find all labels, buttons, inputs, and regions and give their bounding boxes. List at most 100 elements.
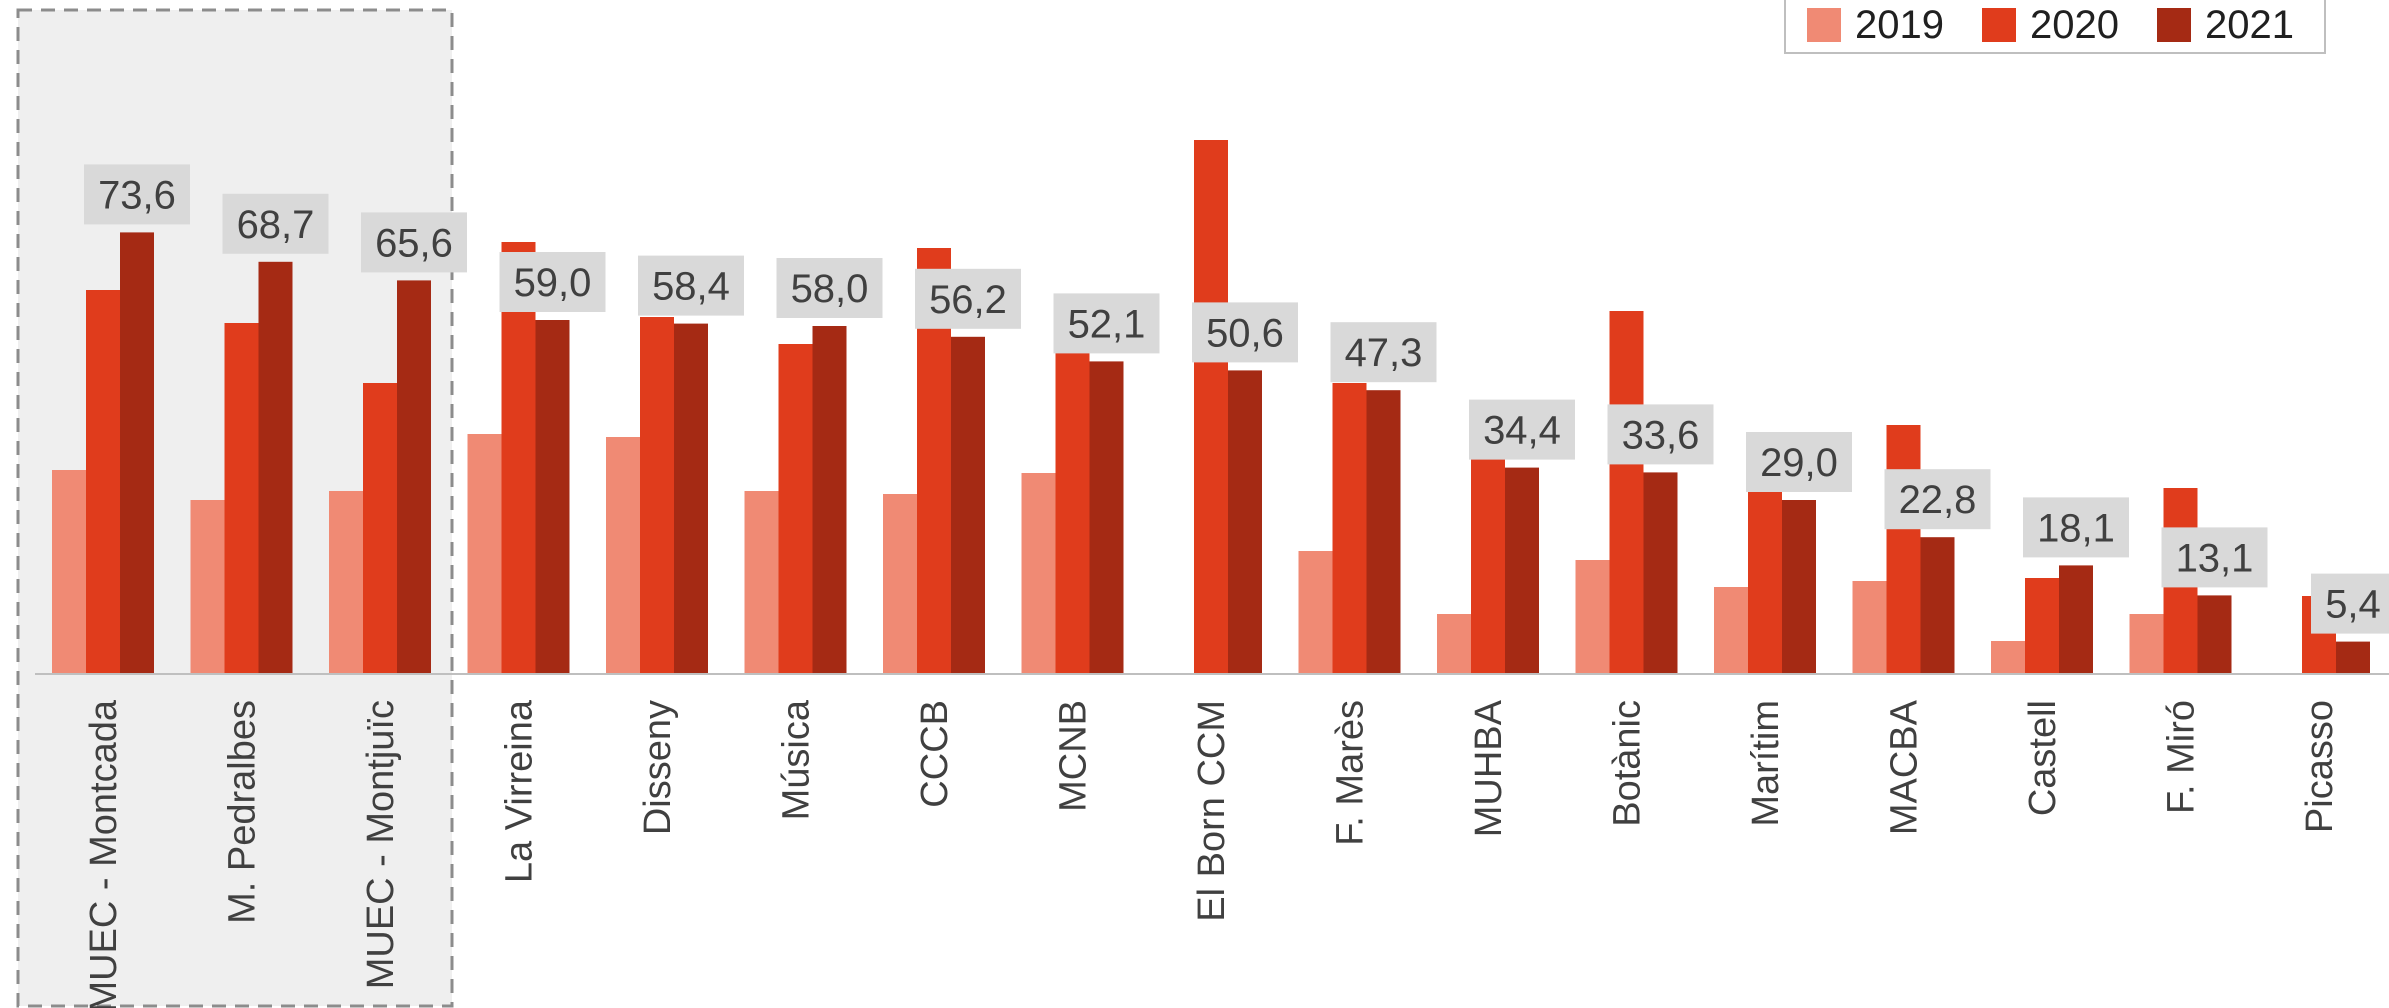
bar-2020-1 [86, 290, 120, 674]
bar-2021-13 [1782, 500, 1816, 674]
legend-swatch-2020 [1982, 8, 2016, 42]
bar-2021-6 [812, 326, 847, 674]
category-label-10: F. Marès [1330, 700, 1372, 846]
bar-2021-14 [1920, 537, 1955, 674]
data-label-2: 68,7 [237, 203, 315, 247]
bar-2019-15 [1991, 641, 2025, 674]
data-label-bg-9 [1192, 302, 1298, 363]
data-label-bg-12 [1607, 404, 1714, 465]
bar-2019-12 [1575, 560, 1610, 674]
data-label-bg-3 [361, 212, 467, 273]
bar-2019-3 [329, 491, 363, 674]
bar-2019-4 [467, 434, 502, 674]
data-label-10: 47,3 [1345, 331, 1423, 375]
bar-2020-14 [1886, 425, 1921, 674]
legend-label-2020: 2020 [2030, 3, 2119, 47]
bar-2020-11 [1471, 452, 1505, 674]
data-label-bg-6 [776, 258, 883, 318]
bar-2021-17 [2336, 641, 2370, 674]
data-label-bg-16 [2161, 527, 2268, 588]
legend-label-2019: 2019 [1855, 3, 1944, 47]
bar-2019-16 [2129, 614, 2164, 674]
data-label-17: 5,4 [2325, 583, 2381, 627]
bar-2019-13 [1714, 587, 1748, 674]
category-label-3: MUEC - Montjuïc [360, 700, 402, 989]
category-label-16: F. Miró [2161, 700, 2203, 814]
bar-2019-2 [190, 500, 225, 674]
bar-2021-3 [397, 280, 431, 674]
bar-2021-10 [1366, 390, 1401, 674]
bar-2019-6 [744, 491, 779, 674]
data-label-6: 58,0 [791, 267, 869, 311]
legend-box [1784, 0, 2326, 54]
category-label-7: CCCB [914, 700, 956, 808]
bar-2020-4 [501, 242, 536, 674]
bar-2019-5 [606, 437, 640, 674]
data-label-bg-11 [1469, 399, 1575, 460]
category-label-2: M. Pedralbes [222, 700, 264, 924]
bar-2019-8 [1021, 473, 1056, 674]
data-label-9: 50,6 [1206, 311, 1284, 355]
data-label-14: 22,8 [1899, 478, 1977, 522]
category-label-11: MUHBA [1468, 699, 1510, 837]
data-label-bg-17 [2311, 573, 2389, 634]
bar-2019-1 [52, 470, 86, 674]
data-label-4: 59,0 [514, 261, 592, 305]
bar-2020-9 [1194, 140, 1228, 674]
data-label-7: 56,2 [929, 278, 1007, 322]
bars-layer [52, 140, 2370, 674]
bar-2021-11 [1505, 467, 1539, 674]
bar-2020-12 [1609, 311, 1644, 674]
bar-2021-8 [1089, 361, 1124, 674]
legend-label-2021: 2021 [2205, 3, 2294, 47]
category-label-8: MCNB [1053, 700, 1095, 812]
bar-2019-11 [1437, 614, 1471, 674]
bar-2020-10 [1332, 383, 1367, 674]
category-label-17: Picasso [2299, 700, 2341, 833]
category-label-5: Disseny [637, 700, 679, 835]
category-label-13: Marítim [1745, 700, 1787, 827]
data-label-8: 52,1 [1068, 302, 1146, 346]
data-label-5: 58,4 [652, 265, 730, 309]
bar-2019-10 [1298, 551, 1333, 674]
bar-2021-4 [535, 320, 570, 674]
category-label-1: MUEC - Montcada [83, 699, 125, 1008]
bar-2021-5 [674, 323, 708, 674]
bar-2021-12 [1643, 472, 1678, 674]
legend: 2019 2020 2021 [1784, 0, 2326, 54]
data-label-16: 13,1 [2176, 536, 2254, 580]
data-label-bg-7 [915, 268, 1021, 329]
category-label-12: Botànic [1607, 700, 1649, 827]
data-label-bg-1 [84, 164, 190, 225]
bar-2020-6 [778, 344, 813, 674]
data-label-bg-2 [222, 193, 329, 254]
bar-2021-16 [2197, 595, 2232, 674]
bar-2020-15 [2025, 578, 2059, 674]
data-label-bg-15 [2023, 497, 2129, 558]
data-label-13: 29,0 [1760, 441, 1838, 485]
bar-2020-2 [224, 323, 259, 674]
data-label-bg-8 [1053, 293, 1160, 354]
category-label-15: Castell [2022, 700, 2064, 816]
data-label-12: 33,6 [1622, 413, 1700, 457]
category-label-4: La Virreina [499, 699, 541, 883]
data-label-bg-4 [499, 252, 606, 312]
category-label-14: MACBA [1884, 699, 1926, 835]
bar-2021-9 [1228, 370, 1262, 674]
data-label-bg-13 [1746, 432, 1852, 492]
bar-2020-8 [1055, 326, 1090, 674]
bar-2019-7 [883, 494, 917, 674]
data-label-11: 34,4 [1483, 409, 1561, 453]
bar-2020-3 [363, 383, 397, 674]
legend-swatch-2021 [2157, 8, 2191, 42]
category-label-6: Música [776, 699, 818, 820]
bar-2019-14 [1852, 581, 1887, 674]
legend-swatch-2019 [1807, 8, 1841, 42]
category-label-9: El Born CCM [1191, 700, 1233, 922]
bar-2021-7 [951, 336, 985, 674]
data-label-15: 18,1 [2037, 506, 2115, 550]
data-label-1: 73,6 [98, 173, 176, 217]
bar-2020-5 [640, 317, 674, 674]
data-label-3: 65,6 [375, 221, 453, 265]
